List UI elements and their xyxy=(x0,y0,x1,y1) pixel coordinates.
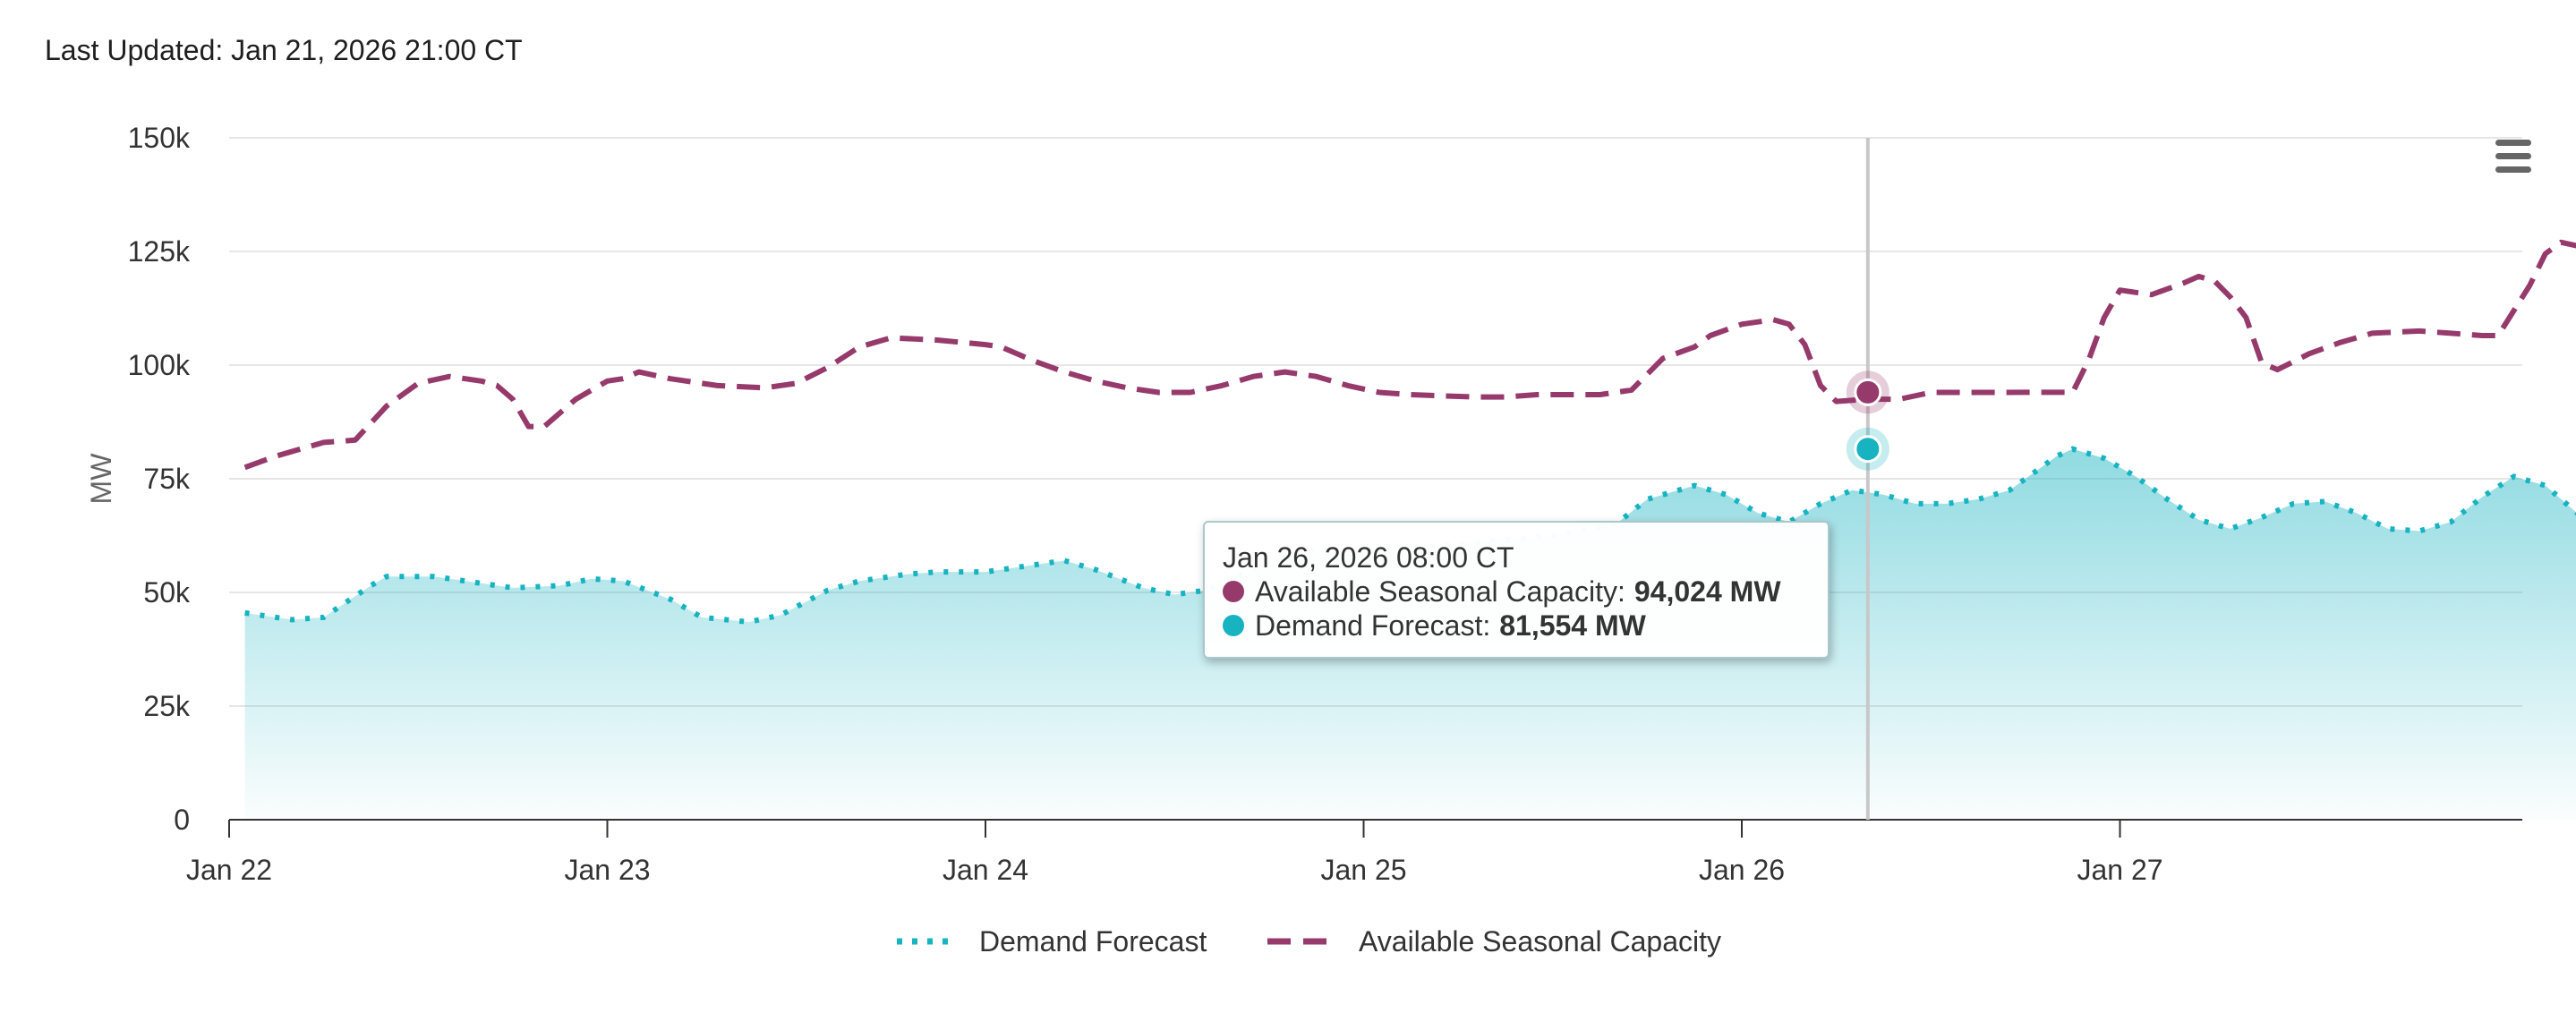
tooltip-demand-value: 81,554 MW xyxy=(1499,609,1646,642)
legend-item-available-seasonal-capacity[interactable]: Available Seasonal Capacity xyxy=(1267,922,1721,961)
demand-dot-icon xyxy=(1223,615,1244,636)
series-lines xyxy=(243,239,2576,626)
capacity-dot-icon xyxy=(1223,581,1244,602)
y-tick-label: 125k xyxy=(128,235,191,268)
chart-menu-icon[interactable] xyxy=(2494,140,2533,175)
y-tick-label: 50k xyxy=(143,576,191,609)
last-updated-text: Last Updated: Jan 21, 2026 21:00 CT xyxy=(45,34,523,66)
tooltip-capacity-value: 94,024 MW xyxy=(1633,575,1781,608)
axes: 0 25k 50k 75k 100k 125k 150k MW Jan 22 Jan 23 Jan … xyxy=(85,122,2522,886)
x-tick-label: Jan 24 xyxy=(943,854,1028,886)
highlight-markers xyxy=(1846,138,1889,820)
capacity-line xyxy=(243,239,2576,471)
capacity-point xyxy=(1854,378,1882,406)
x-tick-label: Jan 27 xyxy=(2077,854,2162,886)
tooltip-title: Jan 26, 2026 08:00 CT xyxy=(1223,541,1514,574)
y-tick-label: 75k xyxy=(143,463,191,495)
legend-label-available-seasonal-capacity: Available Seasonal Capacity xyxy=(1359,924,1721,958)
demand-forecast-line xyxy=(244,446,2576,626)
x-tick-label: Jan 22 xyxy=(186,854,272,886)
y-tick-label: 25k xyxy=(143,690,191,722)
y-tick-label: 150k xyxy=(128,122,191,154)
tooltip-capacity-label: Available Seasonal Capacity: xyxy=(1255,575,1625,608)
legend-item-demand-forecast[interactable]: Demand Forecast xyxy=(895,922,1207,961)
y-tick-label: 100k xyxy=(128,349,191,381)
x-tick-label: Jan 26 xyxy=(1699,854,1785,886)
chart-tooltip: Jan 26, 2026 08:00 CT Available Seasonal… xyxy=(1203,521,1830,659)
x-tick-label: Jan 23 xyxy=(564,854,650,886)
dashed-line-icon xyxy=(1267,938,1337,945)
y-tick-label: 0 xyxy=(174,804,190,836)
tooltip-demand-label: Demand Forecast: xyxy=(1255,609,1491,642)
dotted-line-icon xyxy=(897,938,958,945)
legend-label-demand-forecast: Demand Forecast xyxy=(979,924,1207,958)
x-tick-label: Jan 25 xyxy=(1320,854,1406,886)
demand-point xyxy=(1854,435,1882,464)
y-axis-title: MW xyxy=(85,453,117,505)
